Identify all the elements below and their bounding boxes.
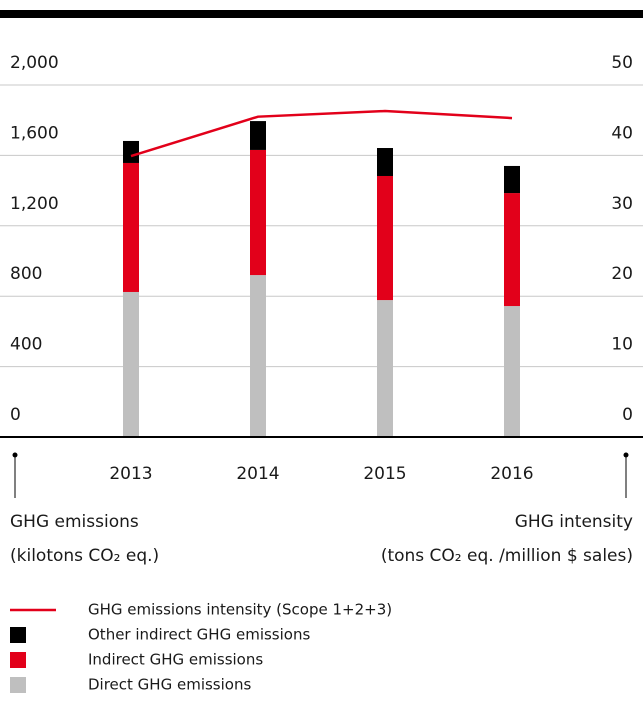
- legend-swatch: [10, 677, 26, 693]
- intensity-line: [130, 109, 513, 158]
- bar-segment: [250, 149, 266, 276]
- y-tick-label: 0: [10, 405, 21, 425]
- bar-segment: [250, 275, 266, 437]
- y-tick-label: 800: [10, 264, 42, 284]
- y2-axis-label: (tons CO₂ eq. /million $ sales): [381, 546, 633, 566]
- legend-label: Direct GHG emissions: [88, 676, 251, 694]
- bar-segment: [377, 175, 393, 301]
- top-rule: [0, 10, 643, 18]
- y2-tick-label: 30: [611, 194, 633, 214]
- y2-tick-label: 50: [611, 53, 633, 73]
- x-tick-label: 2013: [109, 464, 152, 484]
- bar-segment: [123, 291, 139, 437]
- bar-segment: [504, 306, 520, 437]
- bar-segment: [377, 148, 393, 176]
- bar-segment: [504, 193, 520, 307]
- bar-segment: [377, 300, 393, 437]
- y2-tick-label: 40: [611, 123, 633, 143]
- left-marker-dot: [12, 452, 18, 458]
- x-tick-label: 2015: [363, 464, 406, 484]
- y-tick-label: 400: [10, 335, 42, 355]
- y2-tick-label: 20: [611, 264, 633, 284]
- legend-swatch: [10, 627, 26, 643]
- right-marker-dot: [623, 452, 629, 458]
- legend-swatch: [10, 652, 26, 668]
- y-tick-label: 1,200: [10, 194, 59, 214]
- bar-segment: [250, 121, 266, 150]
- y-tick-label: 2,000: [10, 53, 59, 73]
- bar-segment: [123, 140, 139, 163]
- x-tick-label: 2014: [236, 464, 279, 484]
- y2-tick-label: 0: [622, 405, 633, 425]
- bar-segment: [504, 165, 520, 194]
- x-tick-label: 2016: [490, 464, 533, 484]
- legend-label: GHG emissions intensity (Scope 1+2+3): [88, 601, 392, 619]
- legend-label: Indirect GHG emissions: [88, 651, 263, 669]
- y-tick-label: 1,600: [10, 123, 59, 143]
- y2-tick-label: 10: [611, 335, 633, 355]
- legend-label: Other indirect GHG emissions: [88, 626, 310, 644]
- y2-axis-label: GHG intensity: [515, 512, 633, 532]
- bar-segment: [123, 162, 139, 292]
- y-axis-label: (kilotons CO₂ eq.): [10, 546, 159, 566]
- y-axis-label: GHG emissions: [10, 512, 139, 532]
